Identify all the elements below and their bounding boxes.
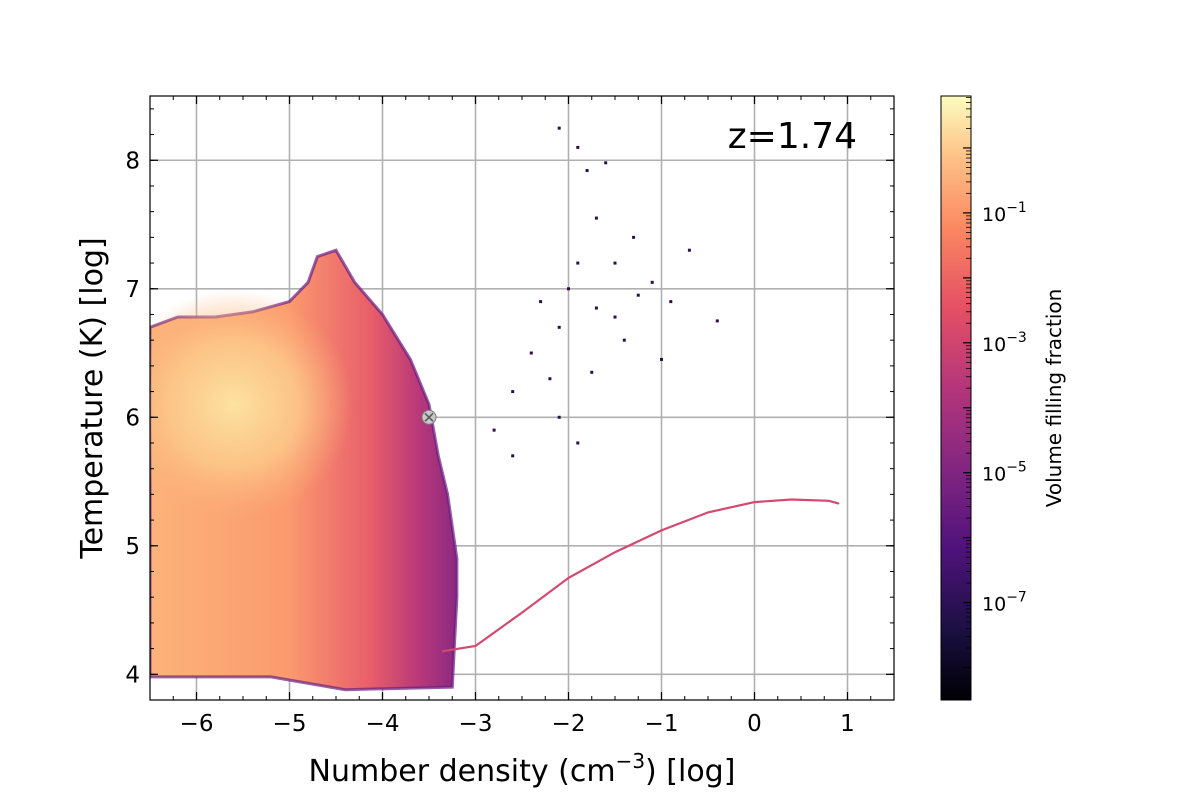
scatter-point (557, 415, 561, 419)
colorbar-ticks: 10−110−310−510−7 (963, 97, 1027, 669)
scatter-point (715, 319, 719, 323)
scatter-point (650, 280, 654, 284)
x-axis-label-tail: ) [log] (645, 754, 735, 789)
scatter-point (613, 261, 617, 265)
marker (421, 409, 437, 425)
scatter-point (576, 145, 580, 149)
scatter-point (557, 325, 561, 329)
y-tick-label: 7 (125, 277, 140, 303)
colorbar-tick-base: 10 (982, 334, 1006, 356)
x-tick-label: 0 (747, 711, 762, 737)
x-axis-label-main: Number density (cm (309, 754, 616, 789)
x-axis-ticks: −6 −5 −4 −3 −2 −1 0 1 (149, 96, 895, 737)
colorbar-tick-base: 10 (982, 204, 1006, 226)
scatter-point (529, 351, 533, 355)
colorbar-tick-label: 10−5 (982, 460, 1027, 486)
x-tick-label: −6 (180, 711, 214, 737)
scatter-point (636, 293, 640, 297)
y-tick-label: 4 (125, 662, 140, 688)
plot-area: −6 −5 −4 −3 −2 −1 0 1 4 5 6 7 8 z=1.74 (125, 95, 895, 737)
x-tick-label: −3 (459, 711, 493, 737)
scatter-point (576, 261, 580, 265)
y-tick-label: 8 (125, 148, 140, 174)
colorbar-tick-label: 10−1 (982, 200, 1027, 226)
colorbar-tick-exponent: −5 (1006, 460, 1027, 476)
scatter-point (585, 169, 589, 173)
x-tick-label: −5 (273, 711, 307, 737)
y-axis-label: Temperature (K) [log] (75, 237, 110, 559)
scatter-point (604, 161, 608, 165)
scatter-point (576, 441, 580, 445)
scatter-point (590, 370, 594, 374)
colorbar-label: Volume filling fraction (1042, 289, 1066, 508)
scatter-point (594, 216, 598, 220)
scatter-point (511, 390, 515, 394)
colorbar-tick-label: 10−3 (982, 330, 1027, 356)
scatter-point (622, 338, 626, 342)
scatter-point (548, 377, 552, 381)
scatter-point (511, 454, 515, 458)
scatter-point (660, 357, 663, 361)
colorbar-tick-label: 10−7 (982, 590, 1027, 616)
x-tick-label: −4 (366, 711, 400, 737)
marker-x (424, 412, 434, 422)
colorbar-tick-base: 10 (982, 594, 1006, 616)
heatmap (150, 248, 840, 692)
colorbar-tick-exponent: −3 (1006, 330, 1027, 346)
scatter-point (669, 300, 673, 304)
y-axis-ticks: 4 5 6 7 8 (125, 108, 894, 701)
y-tick-label: 6 (125, 405, 140, 431)
colorbar-tick-exponent: −1 (1006, 200, 1027, 216)
x-axis-label-sup: −3 (616, 749, 645, 773)
scatter-point (632, 235, 636, 239)
heatmap-core (150, 289, 354, 520)
scatter-point (687, 248, 691, 252)
heatmap-track (441, 498, 840, 653)
x-tick-label: −2 (552, 711, 586, 737)
colorbar-tick-exponent: −7 (1006, 590, 1027, 606)
scatter-point (539, 300, 543, 304)
colorbar: 10−110−310−510−7 Volume filling fraction (940, 95, 1066, 701)
colorbar-tick-base: 10 (982, 464, 1006, 486)
x-tick-label: −1 (645, 711, 679, 737)
y-tick-label: 5 (125, 534, 140, 560)
scatter-point (557, 126, 561, 130)
colorbar-gradient (940, 95, 972, 701)
scatter-point (613, 315, 617, 319)
x-axis-label: Number density (cm−3) [log] (309, 749, 736, 789)
annotation-redshift: z=1.74 (728, 116, 857, 157)
scatter-points (492, 126, 719, 458)
scatter-point (567, 287, 570, 291)
scatter-point (492, 428, 496, 432)
scatter-point (594, 306, 598, 310)
x-tick-label: 1 (840, 711, 855, 737)
